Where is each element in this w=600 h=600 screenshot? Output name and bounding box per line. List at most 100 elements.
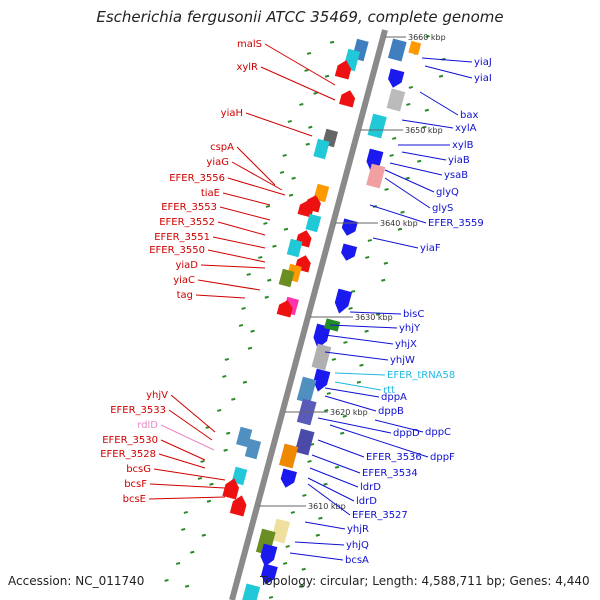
orf-dash [422, 125, 427, 129]
leader-line-right [329, 424, 429, 458]
backbone-line [229, 29, 388, 600]
orf-dash [324, 74, 330, 78]
orf-dash [323, 408, 329, 412]
orf-dash [323, 482, 328, 486]
orf-dash [223, 448, 228, 452]
gene-label-right: dppA [381, 392, 407, 403]
forward-gene-box [408, 40, 422, 56]
gene-label-left: EFER_3552 [159, 217, 215, 228]
reverse-gene-box [278, 268, 295, 288]
gene-label-left: tiaE [201, 188, 220, 199]
orf-dash [331, 357, 337, 361]
gene-label-left: bcsG [126, 464, 151, 475]
scale-ticks: 3660 kbp 3650 kbp 3640 kbp 3630 kbp 3620 kbp… [259, 33, 446, 511]
orf-dash [183, 510, 189, 514]
gene-label-right: EFER_3534 [362, 468, 418, 479]
reverse-gene-arrow [222, 478, 240, 500]
leader-line-left [245, 112, 313, 137]
orf-dash [184, 584, 190, 588]
orf-dash [242, 380, 248, 384]
gene-label-right: dppD [393, 428, 420, 439]
leader-line-right [307, 483, 351, 516]
gene-label-right: yhjW [390, 355, 415, 366]
leader-line-right [304, 521, 346, 530]
leader-line-right [324, 395, 377, 412]
leader-line-left [227, 177, 286, 196]
gene-label-right: EFER_tRNA58 [387, 370, 455, 381]
gene-label-right: ldrD [356, 496, 377, 507]
gene-label-right: yhjQ [346, 540, 369, 551]
gene-label-left: cspA [210, 142, 234, 153]
orf-dash [225, 431, 231, 435]
orf-dash [258, 255, 263, 259]
forward-gene-box [387, 38, 407, 62]
forward-gene-box [278, 443, 299, 469]
orf-dash [356, 380, 362, 384]
orf-dash [206, 499, 212, 503]
leader-line-right [401, 151, 447, 161]
leader-line-right [309, 467, 359, 488]
forward-gene-arrow [261, 563, 278, 585]
gene-label-right: glyQ [436, 187, 459, 198]
orf-dash [231, 397, 236, 401]
orf-dash [315, 533, 320, 537]
leader-line-right [311, 454, 361, 474]
orf-dash [350, 289, 356, 293]
orf-dash [342, 414, 347, 418]
forward-gene-arrow [280, 468, 297, 488]
orf-dash [264, 295, 269, 299]
gene-label-right: xylB [452, 140, 474, 151]
gene-label-left: EFER_3550 [149, 245, 205, 256]
orf-dash [417, 159, 422, 163]
orf-dash [364, 329, 369, 333]
gene-label-left: EFER_3530 [102, 435, 158, 446]
scale-tick-label: 3620 kbp [330, 408, 368, 417]
orf-dash [305, 142, 310, 146]
orf-dash [181, 527, 186, 531]
gene-label-left: EFER_3533 [110, 405, 166, 416]
gene-label-right: dppB [378, 406, 404, 417]
orf-dash [365, 255, 370, 259]
reverse-gene-box [313, 183, 330, 203]
forward-gene-box [366, 163, 386, 189]
forward-gene-box [241, 583, 261, 600]
orf-dash [406, 102, 411, 106]
gene-label-left: bcsF [124, 479, 147, 490]
leader-line-left [149, 483, 226, 489]
orf-dash [164, 578, 169, 582]
leader-line-right [317, 439, 365, 458]
gene-label-left: EFER_3528 [100, 449, 156, 460]
right-labels: yiaJ yiaI bax xylA xylB yiaB ysaB glyQ glyS EFER_… [289, 57, 492, 566]
gene-label-right: yiaJ [474, 57, 492, 68]
forward-gene-arrow [366, 148, 384, 172]
orf-dash [334, 465, 340, 469]
gene-label-left: EFER_3556 [169, 173, 225, 184]
orf-dash [246, 272, 251, 276]
orf-dash [282, 561, 288, 565]
orf-dash [306, 51, 312, 55]
orf-dash [263, 221, 268, 225]
gene-label-left: EFER_3551 [154, 232, 210, 243]
orf-dash [313, 91, 318, 95]
orf-dash [247, 346, 253, 350]
gene-label-left: yiaG [206, 157, 229, 168]
reverse-gene-arrow [276, 300, 293, 318]
leader-line-right [334, 381, 382, 391]
gene-label-right: dppC [425, 427, 451, 438]
leader-line-right [294, 541, 345, 546]
forward-gene-arrow [341, 243, 358, 261]
orf-dash [200, 459, 205, 463]
reverse-strand-genes [222, 38, 369, 517]
gene-label-right: yiaF [420, 243, 441, 254]
orf-dash [267, 278, 272, 282]
leader-line-right [372, 237, 419, 249]
orf-dash [197, 476, 203, 480]
leader-line-left [231, 161, 283, 191]
orf-dash [424, 108, 430, 112]
orf-dash [329, 40, 335, 44]
orf-dash [397, 227, 403, 231]
orf-dash [209, 482, 214, 486]
orf-dash [400, 210, 405, 214]
reverse-gene-box [286, 238, 303, 258]
